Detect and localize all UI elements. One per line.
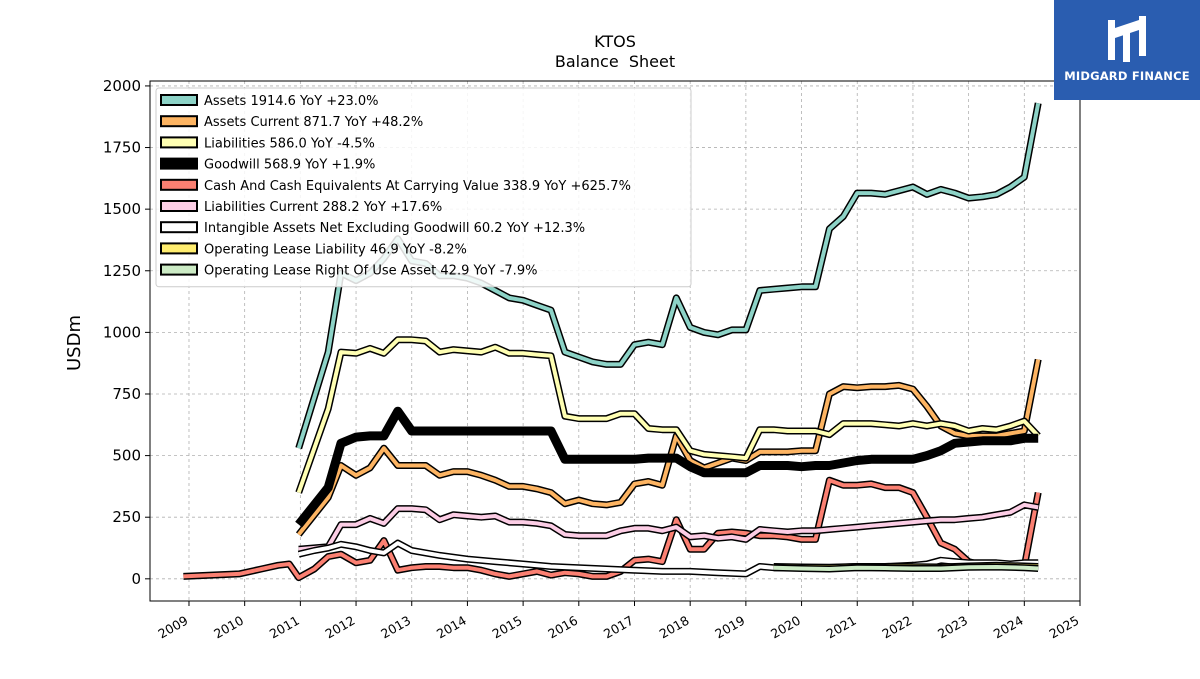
legend-entry: Goodwill 568.9 YoY +1.9%: [204, 158, 375, 173]
x-tick-label: 2017: [601, 613, 636, 642]
legend-entry: Operating Lease Right Of Use Asset 42.9 …: [204, 264, 537, 279]
plot-frame: [149, 80, 1081, 602]
legend-swatch: [160, 94, 198, 106]
x-tick-label: 2023: [935, 613, 970, 642]
x-tick-label: 2014: [434, 613, 469, 642]
series-liabilities-current-line: [298, 502, 1039, 552]
legend-swatch: [160, 221, 198, 234]
x-tick-label: 2010: [211, 613, 246, 642]
series-goodwill-line: [295, 406, 1039, 528]
series-liabilities-line: [296, 337, 1040, 494]
x-tick-label: 2018: [657, 613, 692, 642]
x-tick-label: 2009: [155, 613, 190, 642]
series-intangible-assets-net-excluding-goodwill-line: [298, 541, 1039, 576]
legend-entry: Liabilities 586.0 YoY -4.5%: [204, 136, 375, 151]
legend-swatch: [160, 263, 198, 276]
y-tick-label: 1250: [103, 262, 141, 280]
brand-name: MIDGARD FINANCE: [1064, 69, 1190, 83]
y-tick-label: 1500: [103, 200, 141, 218]
legend-swatch: [160, 200, 198, 212]
series-operating-lease-right-of-use-asset-line: [773, 565, 1039, 571]
x-tick-label: 2021: [824, 613, 859, 642]
x-tick-label: 2016: [545, 613, 580, 642]
x-tick-label: 2011: [267, 613, 302, 642]
legend-entry: Liabilities Current 288.2 YoY +17.6%: [204, 200, 442, 215]
brand-logo: MIDGARD FINANCE: [1054, 0, 1200, 100]
y-tick-label: 250: [112, 508, 141, 526]
x-tick-label: 2019: [712, 613, 747, 642]
x-tick-label: 2025: [1046, 613, 1081, 642]
series-cash-and-cash-equivalents-at-carrying-value-line: [183, 478, 1041, 580]
y-tick-label: 2000: [103, 77, 141, 95]
legend-entry: Assets 1914.6 YoY +23.0%: [204, 94, 379, 109]
legend-entry: Operating Lease Liability 46.9 YoY -8.2%: [204, 242, 467, 257]
x-tick-label: 2012: [322, 613, 357, 642]
legend-entry: Cash And Cash Equivalents At Carrying Va…: [204, 179, 631, 194]
legend-swatch: [160, 178, 198, 191]
chart-subtitle: Balance Sheet: [555, 52, 675, 71]
x-tick-label: 2015: [490, 613, 525, 642]
legend: Assets 1914.6 YoY +23.0% Assets Current 8…: [155, 87, 692, 288]
legend-swatch: [160, 136, 198, 149]
y-tick-label: 500: [112, 447, 141, 465]
legend-swatch: [160, 242, 198, 255]
x-tick-label: 2020: [768, 613, 803, 642]
y-tick-label: 1000: [103, 323, 141, 341]
y-axis-label: USDm: [64, 315, 85, 371]
chart-title: KTOS: [594, 32, 636, 51]
y-tick-label: 1750: [103, 139, 141, 157]
x-tick-label: 2024: [991, 613, 1026, 642]
legend-swatch: [160, 157, 198, 170]
y-tick-label: 750: [112, 385, 141, 403]
brand-logo-icon: [1108, 16, 1146, 62]
legend-frame: [155, 87, 692, 288]
legend-entry: Assets Current 871.7 YoY +48.2%: [204, 115, 423, 130]
legend-entry: Intangible Assets Net Excluding Goodwill…: [204, 221, 585, 236]
x-tick-label: 2022: [879, 613, 914, 642]
y-tick-label: 0: [131, 570, 141, 588]
legend-swatch: [160, 115, 198, 128]
x-tick-label: 2013: [378, 613, 413, 642]
